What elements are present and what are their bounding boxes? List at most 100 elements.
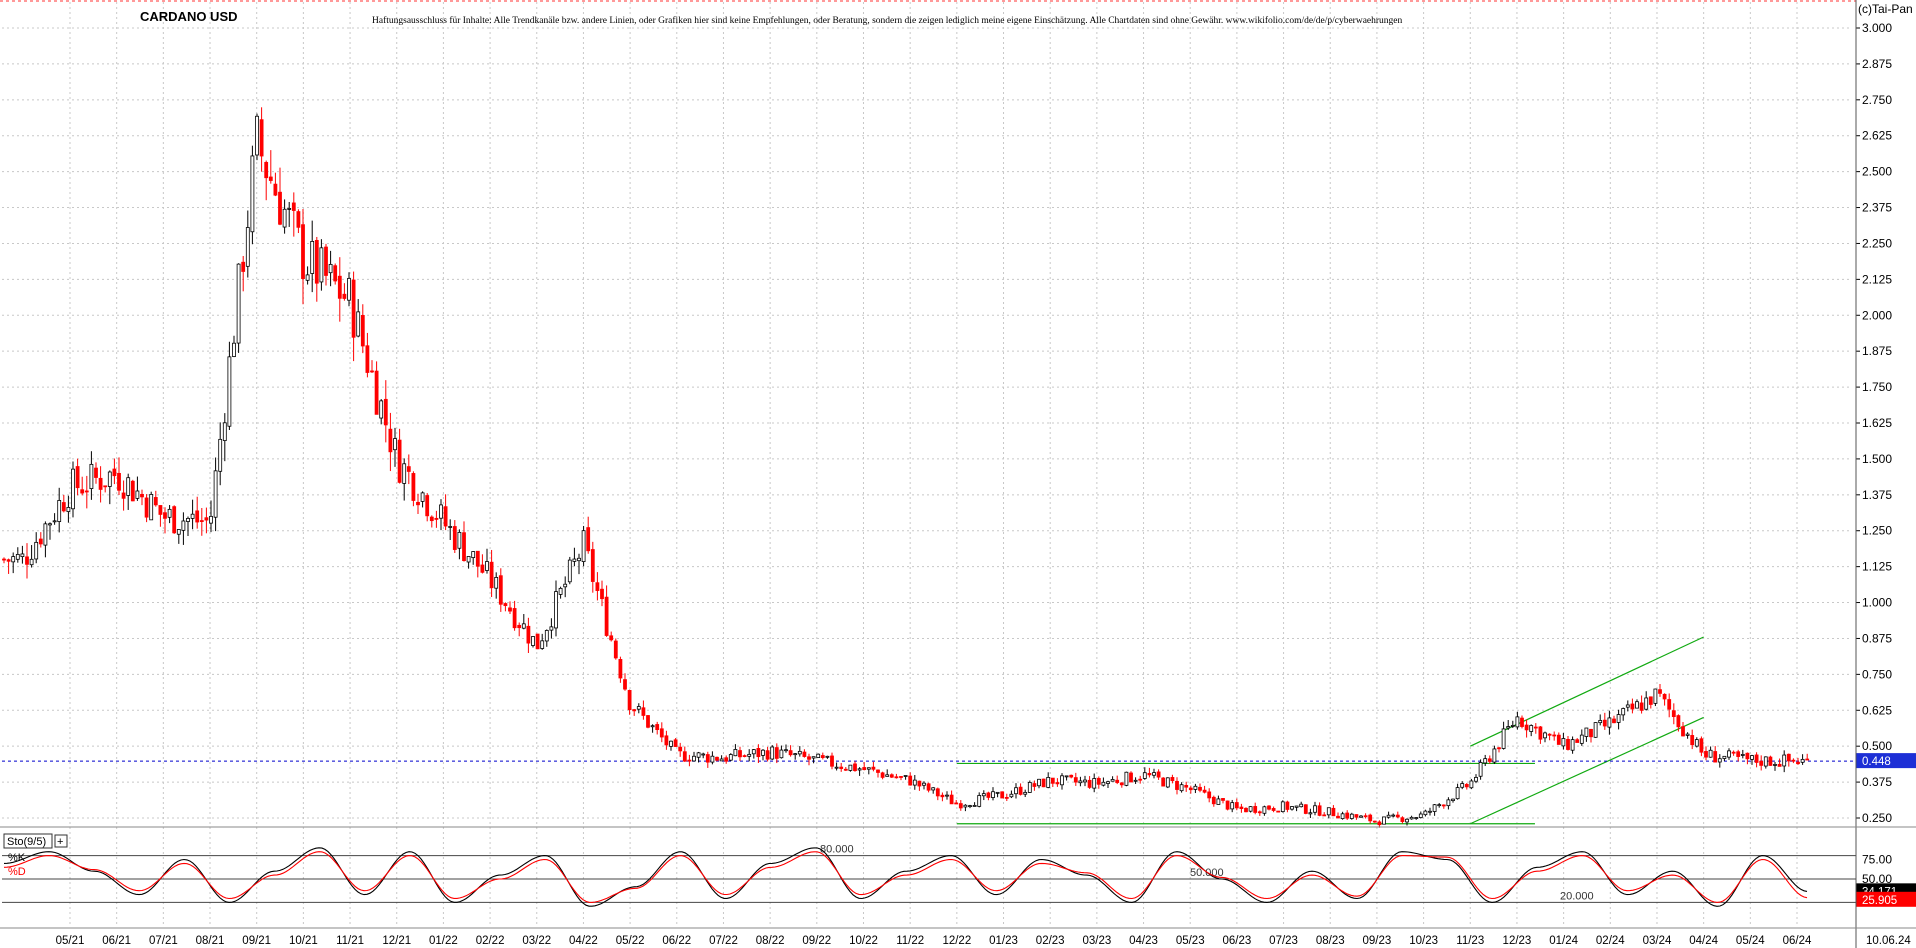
candle-body [922,782,926,786]
candle-body [1092,778,1097,789]
candle-body [209,515,213,524]
expand-button[interactable] [54,834,68,848]
candle-body [682,751,687,762]
candle-body [908,775,913,786]
candle-body [158,505,163,515]
candle-body [425,495,430,517]
candle-body [1152,772,1156,776]
date-tick-label: 06/23 [1223,935,1252,947]
candle-body [319,247,324,283]
date-tick-label: 08/23 [1316,935,1345,947]
candle-body [563,583,568,588]
candle-body [646,715,650,728]
candle-body [940,794,945,798]
candle-body [1612,718,1616,724]
candle-body [153,497,158,506]
candle-body [517,624,522,629]
candle-body [370,370,374,373]
candle-body [301,224,305,279]
candle-body [1547,733,1552,736]
price-axis: 3.000 2.875 2.750 2.625 2.500 2.375 2.250 2.125… [1856,21,1916,825]
candle-body [797,750,802,755]
candle-body [1773,764,1777,766]
candle-body [567,559,572,583]
candle-body [1483,758,1488,764]
date-tick-label: 08/22 [756,935,785,947]
candle-body [140,493,144,498]
candle-body [1041,778,1046,788]
candle-body [213,470,218,518]
candle-body [393,438,397,451]
candle-body [498,575,503,605]
candle-body [1423,810,1428,816]
candle-body [627,690,632,711]
price-tick-label: 2.250 [1862,236,1892,250]
candle-body [1124,771,1129,786]
candle-body [1280,801,1285,813]
candle-body [903,775,908,777]
candle-body [1055,782,1060,785]
price-tick-label: 0.500 [1862,739,1892,753]
candle-body [977,795,982,807]
candle-body [462,532,466,561]
candle-body [388,428,393,453]
candle-body [1037,778,1041,787]
candle-body [1313,805,1317,813]
candle-body [1138,778,1143,781]
candle-body [659,728,664,738]
candle-body [236,263,241,344]
candle-body [80,489,85,494]
price-tick-label: 1.000 [1862,596,1892,610]
date-tick-label: 10/23 [1409,935,1438,947]
candle-body [1050,777,1055,784]
last-price-tag [1856,753,1916,769]
date-tick-label: 09/22 [802,935,831,947]
stochastic-level-label: 20.000 [1560,890,1594,902]
candle-body [121,492,126,499]
candle-body [1129,772,1133,783]
stochastic-legend-k: %K [8,852,26,864]
candle-body [98,477,103,490]
candle-body [1014,787,1018,795]
candle-body [1593,722,1598,738]
candle-body [1579,734,1584,744]
candle-body [1317,805,1322,816]
candle-body [1244,807,1248,813]
candle-body [751,749,756,755]
candle-body [1464,784,1469,788]
candle-body [876,769,880,773]
candle-body [1276,810,1281,813]
candle-body [1064,775,1069,778]
date-tick-label: 02/22 [476,935,505,947]
candle-body [52,520,57,523]
candle-body [195,510,200,523]
date-tick-label: 01/22 [429,935,458,947]
candle-body [1460,783,1465,788]
candle-body [1032,783,1037,787]
candle-body [1556,734,1561,745]
date-tick-label: 07/22 [709,935,738,947]
candle-body [1768,756,1773,766]
candle-body [89,463,94,489]
candle-body [1644,697,1649,710]
candle-body [222,422,227,441]
candle-body [1745,752,1750,760]
date-tick-label: 12/23 [1503,935,1532,947]
candle-body [1584,727,1589,737]
candle-body [1451,798,1455,801]
candle-body [1432,804,1437,812]
candle-body [1750,755,1754,760]
candle-body [282,208,287,228]
candle-body [1699,738,1704,753]
candle-body [227,356,232,427]
candle-body [623,679,627,690]
candle-body [347,278,351,301]
candle-body [521,623,526,629]
candle-body [1662,693,1667,700]
candle-body [696,752,701,758]
candle-body [1156,771,1161,778]
candle-body [595,582,600,591]
candle-body [1083,779,1087,783]
candle-body [1791,759,1796,762]
price-tick-label: 2.000 [1862,308,1892,322]
